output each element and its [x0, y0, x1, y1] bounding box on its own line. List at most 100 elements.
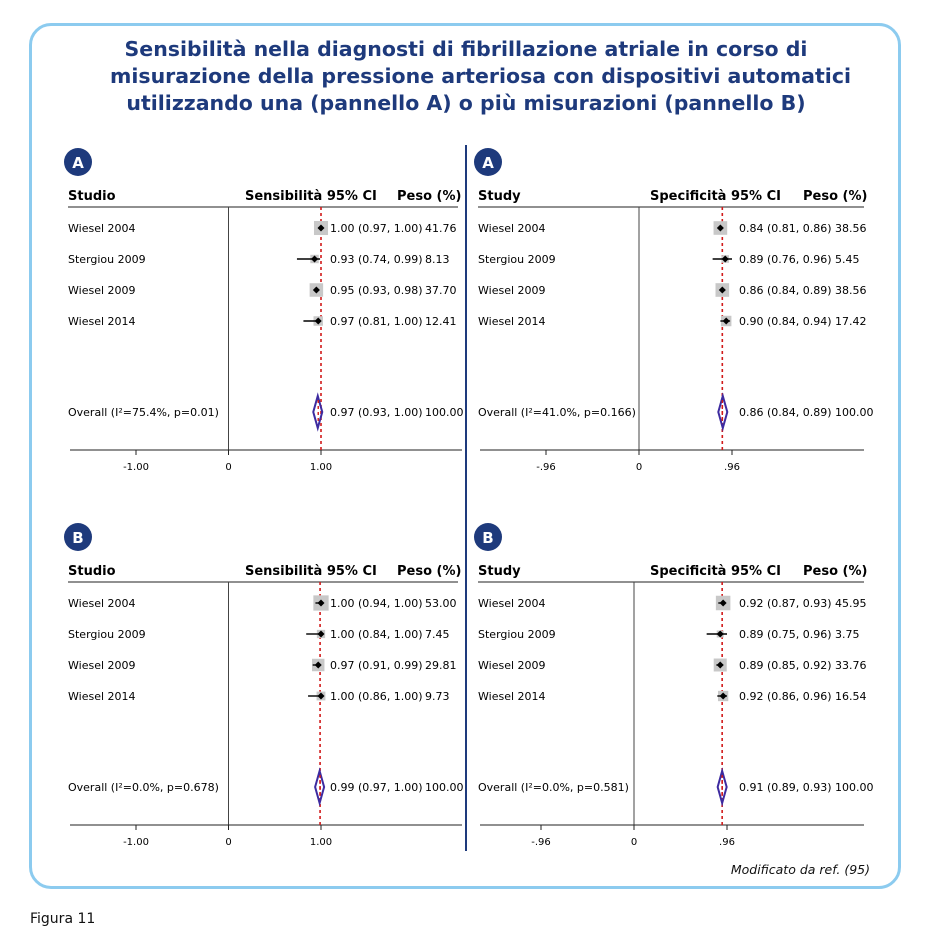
study-label: Wiesel 2004	[68, 222, 136, 235]
x-tick-label: -.96	[531, 837, 551, 848]
point-estimate	[314, 661, 322, 669]
header-weight: Peso (%)	[803, 564, 867, 579]
study-label: Wiesel 2004	[478, 222, 546, 235]
header-estimate: Sensibilità 95% CI	[245, 189, 377, 204]
overall-label: Overall (I²=0.0%, p=0.581)	[478, 781, 629, 794]
weight-label: 17.42	[835, 315, 867, 328]
study-label: Wiesel 2009	[68, 659, 136, 672]
estimate-ci-label: 0.97 (0.81, 1.00)	[330, 315, 423, 328]
header-estimate: Specificità 95% CI	[650, 564, 781, 579]
point-estimate	[716, 661, 724, 669]
estimate-ci-label: 0.97 (0.91, 0.99)	[330, 659, 423, 672]
study-label: Stergiou 2009	[68, 253, 146, 266]
weight-label: 38.56	[835, 284, 867, 297]
estimate-ci-label: 0.86 (0.84, 0.89)	[739, 284, 832, 297]
estimate-ci-label: 1.00 (0.84, 1.00)	[330, 628, 423, 641]
weight-label: 53.00	[425, 597, 457, 610]
overall-diamond	[312, 392, 324, 432]
weight-label: 5.45	[835, 253, 860, 266]
overall-weight-label: 100.00	[425, 406, 464, 419]
overall-ci-label: 0.97 (0.93, 1.00)	[330, 406, 423, 419]
panel-badge	[474, 523, 502, 551]
point-estimate	[721, 255, 729, 263]
overall-ci-label: 0.91 (0.89, 0.93)	[739, 781, 832, 794]
panel-badge-letter: A	[482, 154, 494, 172]
estimate-ci-label: 0.84 (0.81, 0.86)	[739, 222, 832, 235]
header-weight: Peso (%)	[397, 564, 461, 579]
header-study: Study	[478, 564, 521, 579]
panel-badge	[64, 148, 92, 176]
overall-label: Overall (I²=75.4%, p=0.01)	[68, 406, 219, 419]
forest-panel-2: A Study Specificità 95% CI Peso (%) -.96 0 .96…	[474, 148, 874, 473]
point-estimate	[716, 630, 724, 638]
estimate-ci-label: 0.89 (0.75, 0.96)	[739, 628, 832, 641]
weight-label: 38.56	[835, 222, 867, 235]
x-tick-label: -1.00	[123, 837, 149, 848]
overall-weight-label: 100.00	[835, 781, 874, 794]
overall-weight-label: 100.00	[835, 406, 874, 419]
title-line-3: utilizzando una (pannello A) o più misur…	[126, 91, 806, 115]
x-tick-label: 0	[225, 837, 231, 848]
weight-label: 3.75	[835, 628, 860, 641]
weight-label: 12.41	[425, 315, 457, 328]
overall-ci-label: 0.99 (0.97, 1.00)	[330, 781, 423, 794]
weight-label: 7.45	[425, 628, 450, 641]
weight-label: 9.73	[425, 690, 450, 703]
source-note: Modificato da ref. (95)	[730, 862, 870, 877]
panel-badge	[474, 148, 502, 176]
estimate-ci-label: 0.89 (0.76, 0.96)	[739, 253, 832, 266]
header-estimate: Specificità 95% CI	[650, 189, 781, 204]
figure-caption: Figura 11	[30, 911, 96, 927]
header-study: Studio	[68, 564, 116, 579]
study-label: Wiesel 2004	[478, 597, 546, 610]
panel-badge	[64, 523, 92, 551]
x-tick-label: .96	[719, 837, 735, 848]
x-tick-label: 0	[631, 837, 637, 848]
panel-badge-letter: B	[482, 529, 493, 547]
point-estimate	[722, 317, 730, 325]
point-estimate	[718, 286, 726, 294]
estimate-ci-label: 0.92 (0.86, 0.96)	[739, 690, 832, 703]
study-label: Wiesel 2014	[68, 315, 136, 328]
weight-label: 45.95	[835, 597, 867, 610]
study-label: Wiesel 2014	[478, 690, 546, 703]
header-estimate: Sensibilità 95% CI	[245, 564, 377, 579]
header-study: Study	[478, 189, 521, 204]
header-study: Studio	[68, 189, 116, 204]
estimate-ci-label: 0.90 (0.84, 0.94)	[739, 315, 832, 328]
study-label: Wiesel 2014	[68, 690, 136, 703]
point-estimate	[719, 692, 727, 700]
x-tick-label: -.96	[536, 462, 556, 473]
estimate-ci-label: 0.89 (0.85, 0.92)	[739, 659, 832, 672]
overall-ci-label: 0.86 (0.84, 0.89)	[739, 406, 832, 419]
study-label: Stergiou 2009	[478, 628, 556, 641]
point-estimate	[719, 599, 727, 607]
overall-weight-label: 100.00	[425, 781, 464, 794]
overall-label: Overall (I²=0.0%, p=0.678)	[68, 781, 219, 794]
x-tick-label: 0	[225, 462, 231, 473]
x-tick-label: 1.00	[310, 837, 332, 848]
header-weight: Peso (%)	[397, 189, 461, 204]
estimate-ci-label: 1.00 (0.94, 1.00)	[330, 597, 423, 610]
weight-label: 29.81	[425, 659, 457, 672]
study-label: Wiesel 2009	[478, 659, 546, 672]
overall-diamond	[717, 392, 729, 432]
point-estimate	[314, 317, 322, 325]
weight-label: 33.76	[835, 659, 867, 672]
point-estimate	[317, 224, 325, 232]
weight-label: 16.54	[835, 690, 867, 703]
estimate-ci-label: 0.92 (0.87, 0.93)	[739, 597, 832, 610]
forest-panel-3: B Studio Sensibilità 95% CI Peso (%) -1.00 0 1…	[64, 523, 464, 848]
point-estimate	[317, 599, 325, 607]
x-tick-label: 1.00	[310, 462, 332, 473]
point-estimate	[311, 255, 319, 263]
title-line-1: Sensibilità nella diagnosti di fibrillaz…	[124, 37, 808, 61]
x-tick-label: 0	[636, 462, 642, 473]
forest-panel-1: A Studio Sensibilità 95% CI Peso (%) -1.00 0 1…	[64, 148, 464, 473]
title-line-2: misurazione della pressione arteriosa co…	[110, 64, 852, 88]
x-tick-label: .96	[724, 462, 740, 473]
study-label: Wiesel 2009	[68, 284, 136, 297]
study-label: Stergiou 2009	[478, 253, 556, 266]
study-label: Wiesel 2009	[478, 284, 546, 297]
